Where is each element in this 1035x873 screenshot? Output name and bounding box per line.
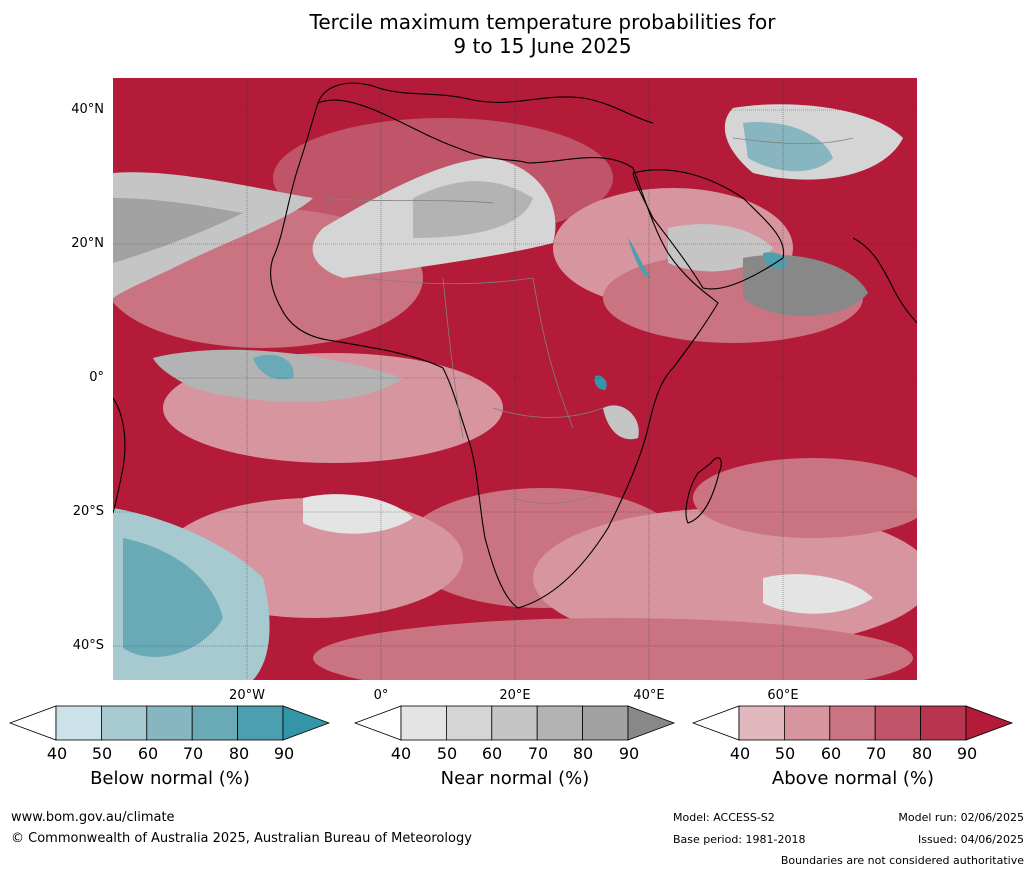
lon-label-0: 0° (373, 688, 389, 703)
tick-label: 80 (572, 744, 594, 763)
colorbar-segment (874, 705, 921, 741)
tick-label: 70 (527, 744, 549, 763)
tick-label: 50 (774, 744, 796, 763)
tick-label: 80 (228, 744, 250, 763)
lat-label-20n: 20°N (71, 236, 104, 251)
lat-label-40s: 40°S (72, 638, 104, 653)
colorbar-lower-extend (691, 705, 740, 741)
colorbar-segment (146, 705, 193, 741)
colorbar-near-normal (353, 705, 676, 741)
lon-label-60e: 60°E (767, 688, 799, 703)
colorbar-segment (491, 705, 538, 741)
footer-model-run: Model run: 02/06/2025 (898, 811, 1024, 824)
colorbar-upper-extend (965, 705, 1014, 741)
colorbar-segment (536, 705, 583, 741)
tick-label: 90 (956, 744, 978, 763)
lat-label-20s: 20°S (72, 504, 104, 519)
footer-issued: Issued: 04/06/2025 (917, 833, 1024, 846)
lat-label-40n: 40°N (71, 102, 104, 117)
tick-label: 40 (46, 744, 68, 763)
colorbar-lower-extend (8, 705, 57, 741)
colorbar-segment (237, 705, 284, 741)
colorbar-segment (829, 705, 876, 741)
map-graphic (113, 78, 917, 680)
colorbar-near-title: Near normal (%) (440, 768, 590, 789)
lon-label-20w: 20°W (229, 688, 265, 703)
tick-label: 40 (390, 744, 412, 763)
title-line-1: Tercile maximum temperature probabilitie… (309, 10, 776, 34)
colorbar-lower-extend (353, 705, 402, 741)
colorbar-below-normal-graphic (8, 705, 331, 741)
lat-label-equator: 0° (89, 370, 104, 385)
probability-map (113, 78, 917, 680)
colorbar-above-title: Above normal (%) (771, 768, 935, 789)
colorbar-segment (446, 705, 493, 741)
lon-label-20e: 20°E (499, 688, 531, 703)
tick-label: 80 (911, 744, 933, 763)
footer-base-period: Base period: 1981-2018 (673, 833, 806, 846)
colorbar-segment (101, 705, 148, 741)
tick-label: 60 (481, 744, 503, 763)
title-line-2: 9 to 15 June 2025 (453, 34, 632, 58)
colorbar-segment (55, 705, 102, 741)
tick-label: 60 (137, 744, 159, 763)
colorbar-near-normal-graphic (353, 705, 676, 741)
tick-label: 60 (820, 744, 842, 763)
tick-label: 40 (729, 744, 751, 763)
lon-label-40e: 40°E (633, 688, 665, 703)
colorbar-below-title: Below normal (%) (90, 768, 250, 789)
colorbar-segment (582, 705, 629, 741)
footer-website: www.bom.gov.au/climate (11, 810, 175, 825)
colorbar-segment (191, 705, 238, 741)
map-title: Tercile maximum temperature probabilitie… (0, 10, 1035, 58)
footer-model: Model: ACCESS-S2 (673, 811, 775, 824)
colorbar-upper-extend (627, 705, 676, 741)
tick-label: 70 (182, 744, 204, 763)
footer-copyright: © Commonwealth of Australia 2025, Austra… (11, 831, 472, 846)
tick-label: 70 (865, 744, 887, 763)
colorbar-segment (738, 705, 785, 741)
colorbar-above-normal (691, 705, 1014, 741)
colorbar-upper-extend (282, 705, 331, 741)
footer-disclaimer: Boundaries are not considered authoritat… (780, 854, 1024, 867)
colorbar-segment (400, 705, 447, 741)
tick-label: 50 (436, 744, 458, 763)
colorbar-below-normal (8, 705, 331, 741)
tick-label: 90 (273, 744, 295, 763)
colorbar-segment (784, 705, 831, 741)
tick-label: 90 (618, 744, 640, 763)
colorbar-above-normal-graphic (691, 705, 1014, 741)
colorbar-segment (920, 705, 967, 741)
tick-label: 50 (91, 744, 113, 763)
